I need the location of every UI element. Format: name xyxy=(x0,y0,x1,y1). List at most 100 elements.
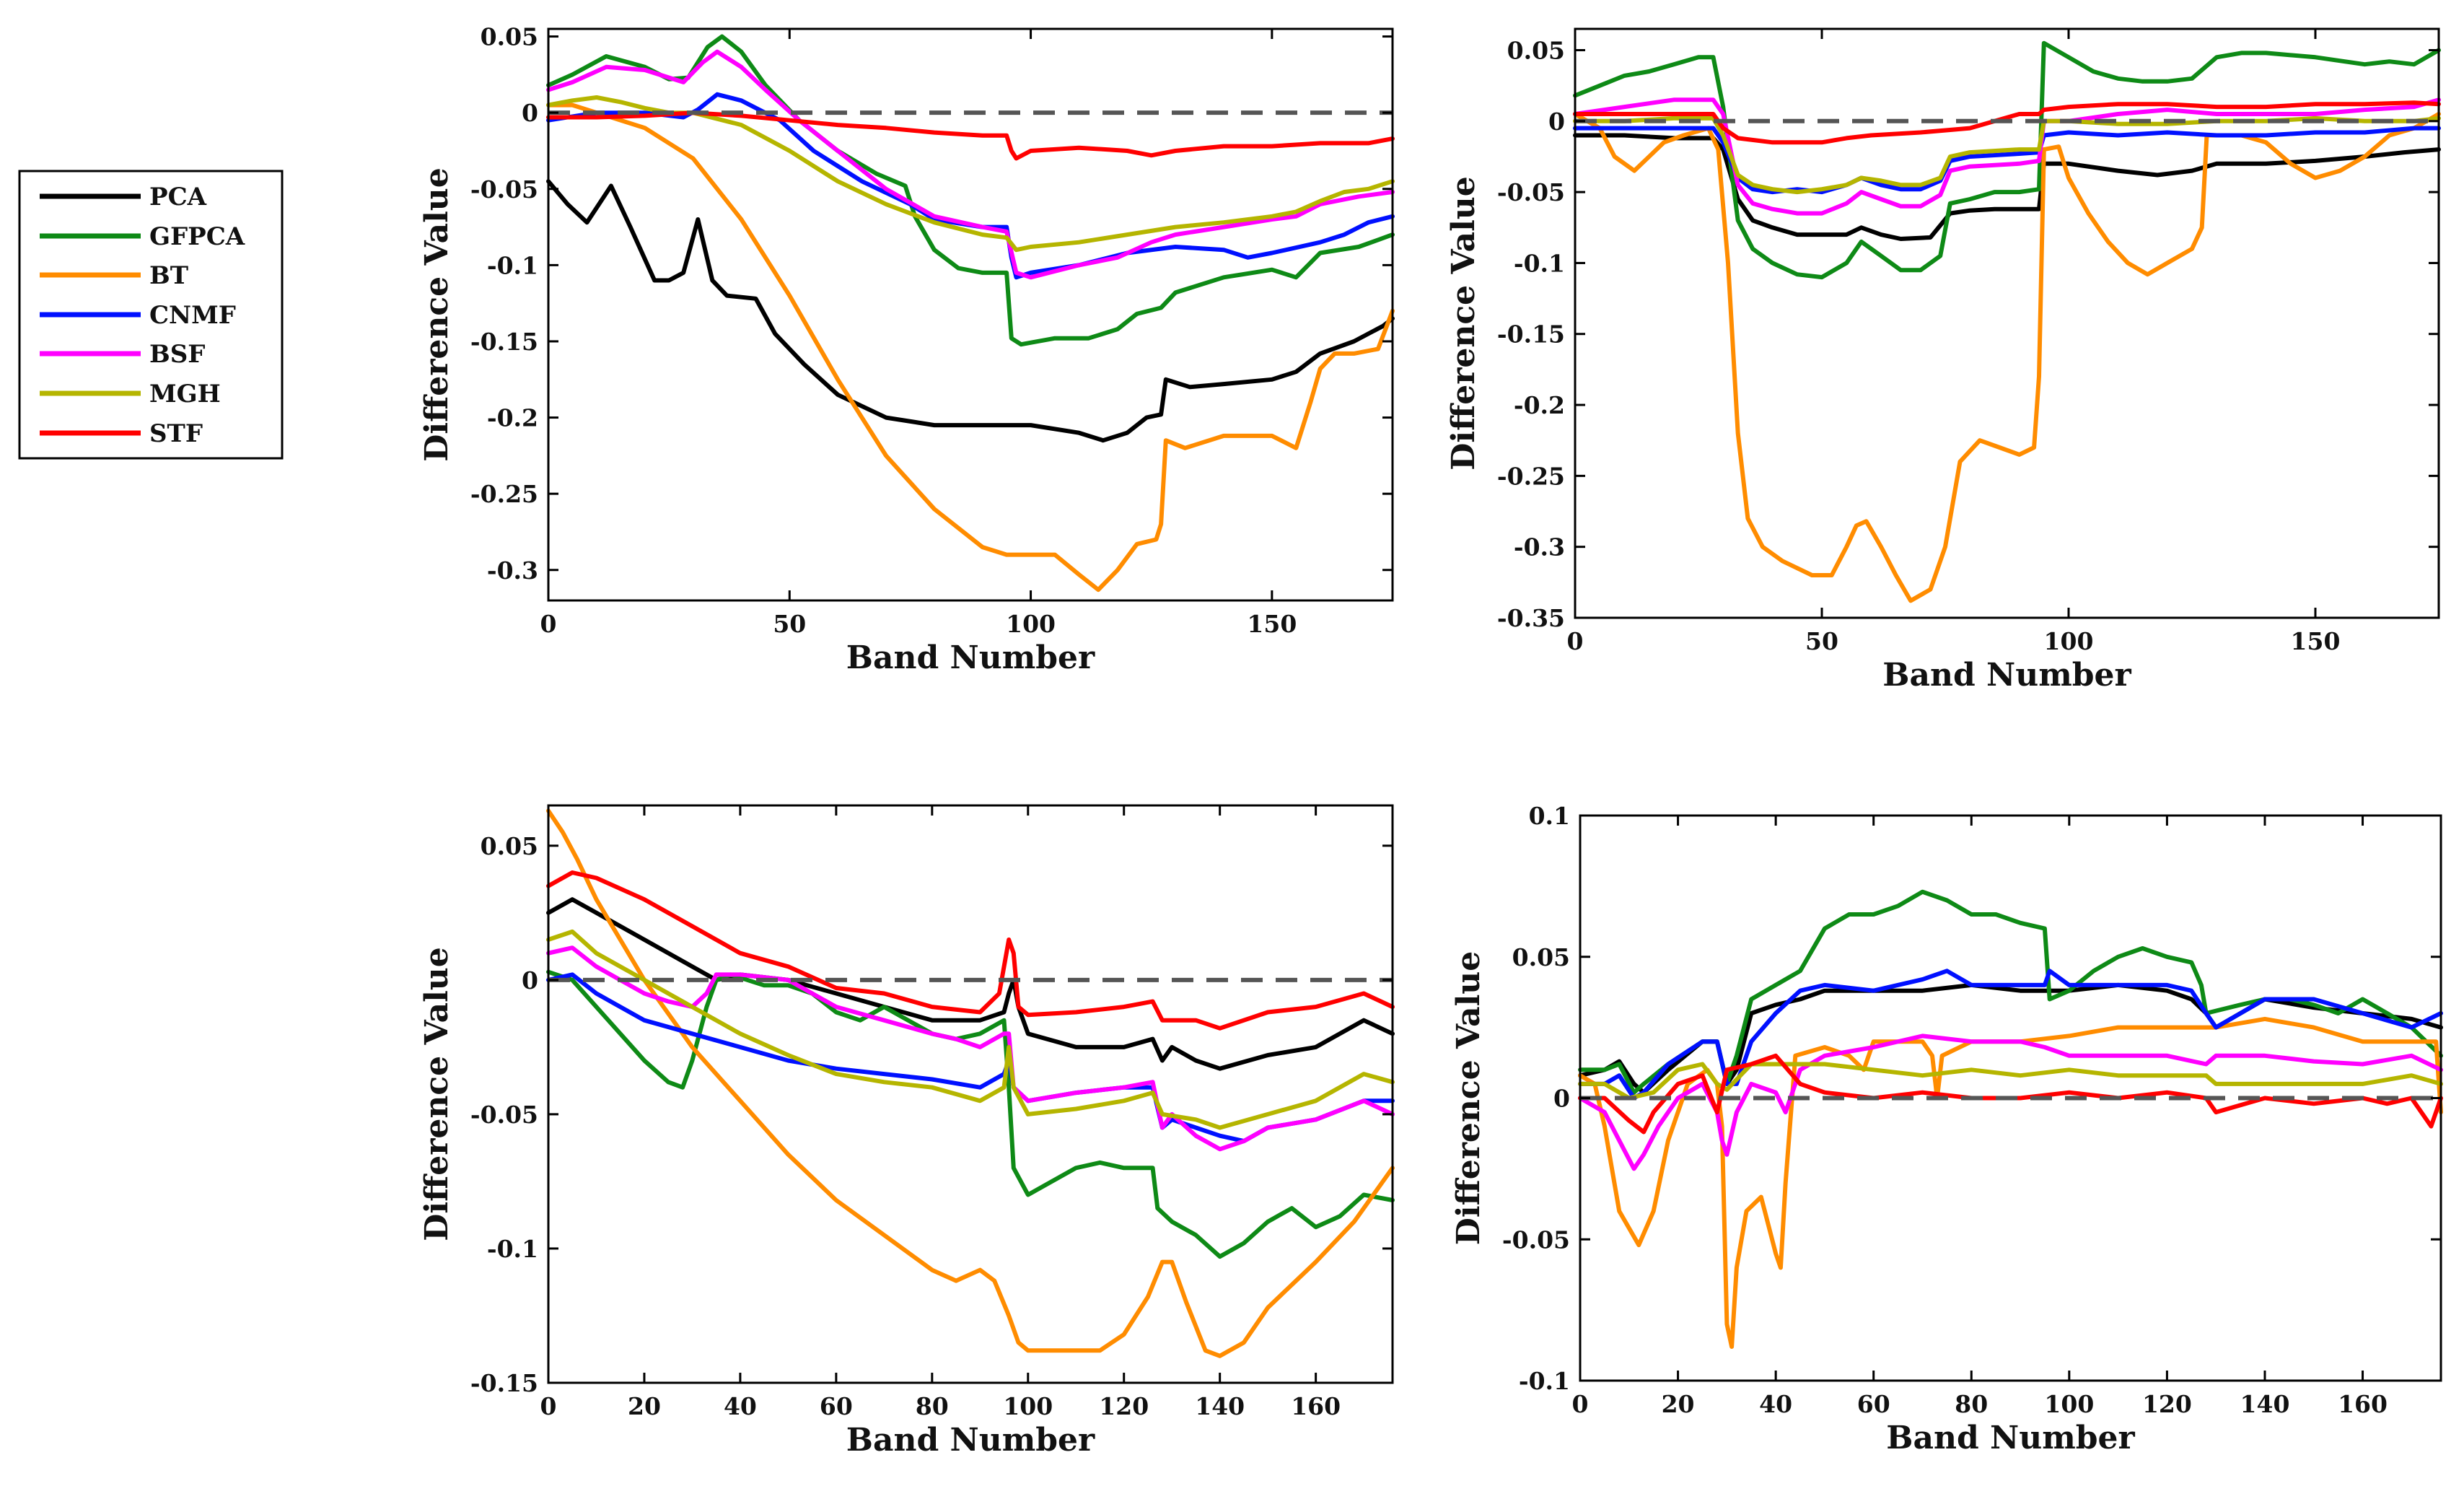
series-line-pca xyxy=(546,897,1395,1071)
legend-label-bsf: BSF xyxy=(149,340,205,369)
x-tick-label: 80 xyxy=(1955,1390,1988,1418)
legend-entry-bsf: BSF xyxy=(40,340,205,369)
series-line-stf xyxy=(546,870,1395,1031)
y-tick-label: -0.1 xyxy=(487,1235,538,1263)
y-tick-label: 0 xyxy=(1548,108,1565,136)
series-line-stf xyxy=(1578,1053,2443,1135)
y-tick-label: -0.05 xyxy=(470,1101,538,1129)
legend-entry-mgh: MGH xyxy=(40,380,221,408)
plot-area xyxy=(548,805,1393,1383)
series-line-bsf xyxy=(546,945,1395,1152)
y-tick-label: 0.05 xyxy=(1512,943,1570,971)
x-axis-label: Band Number xyxy=(846,639,1095,676)
y-tick-label: -0.2 xyxy=(487,404,538,432)
x-tick-label: 0 xyxy=(540,1392,557,1420)
y-tick-label: -0.35 xyxy=(1497,604,1565,632)
y-tick-label: 0.05 xyxy=(481,23,538,51)
series-line-bt xyxy=(546,808,1395,1358)
series-line-cnmf xyxy=(546,92,1395,280)
series-line-bsf xyxy=(546,49,1395,280)
y-tick-label: -0.15 xyxy=(470,1369,538,1397)
y-tick-label: -0.05 xyxy=(470,175,538,204)
y-tick-label: -0.05 xyxy=(1502,1225,1570,1254)
x-tick-label: 100 xyxy=(1006,610,1056,638)
y-tick-label: 0 xyxy=(1553,1085,1570,1113)
x-tick-label: 50 xyxy=(773,610,806,638)
x-tick-label: 150 xyxy=(2291,627,2341,655)
legend-label-cnmf: CNMF xyxy=(149,301,236,330)
x-tick-label: 80 xyxy=(916,1392,949,1420)
y-tick-label: -0.25 xyxy=(470,480,538,508)
legend-entry-gfpca: GFPCA xyxy=(40,222,245,251)
y-axis-label: Difference Value xyxy=(1450,951,1487,1246)
x-tick-label: 100 xyxy=(2044,1390,2094,1418)
legend: PCA GFPCA BT CNMF BSF MGH STF xyxy=(18,170,284,460)
legend-label-gfpca: GFPCA xyxy=(149,222,245,251)
series-line-mgh xyxy=(1578,1062,2443,1101)
series-line-mgh xyxy=(1573,115,2441,195)
series-line-gfpca xyxy=(546,969,1395,1259)
series-line-gfpca xyxy=(1573,40,2441,280)
x-tick-label: 160 xyxy=(1291,1392,1341,1420)
x-tick-label: 0 xyxy=(1572,1390,1589,1418)
plot-area xyxy=(548,29,1393,600)
y-tick-label: -0.1 xyxy=(487,251,538,279)
x-tick-label: 50 xyxy=(1805,627,1838,655)
legend-entry-cnmf: CNMF xyxy=(40,301,236,330)
y-tick-label: 0 xyxy=(522,99,538,127)
x-tick-label: 140 xyxy=(1195,1392,1245,1420)
axes-frame xyxy=(547,27,1394,602)
series-line-gfpca xyxy=(546,34,1395,347)
x-tick-label: 120 xyxy=(2142,1390,2192,1418)
y-tick-label: -0.3 xyxy=(1514,533,1565,561)
y-tick-label: -0.15 xyxy=(1497,320,1565,349)
y-tick-label: -0.2 xyxy=(1514,391,1565,419)
series-line-pca xyxy=(546,179,1395,443)
x-tick-label: 150 xyxy=(1247,610,1297,638)
x-tick-label: 0 xyxy=(1567,627,1584,655)
panel-top-left: 0 50 100 150 0.05 0 -0.05 -0.1 -0.15 -0.2 -0.25 -0.… xyxy=(418,23,1395,676)
x-tick-label: 40 xyxy=(724,1392,757,1420)
x-tick-label: 140 xyxy=(2240,1390,2290,1418)
legend-label-stf: STF xyxy=(149,419,203,448)
series-line-mgh xyxy=(546,95,1395,253)
y-tick-label: -0.25 xyxy=(1497,462,1565,490)
panel-top-right: 0 50 100 150 0.05 0 -0.05 -0.1 -0.15 -0.2 -0.25 -0.… xyxy=(1445,27,2441,694)
series-line-mgh xyxy=(546,929,1395,1130)
x-tick-label: 60 xyxy=(1857,1390,1890,1418)
legend-label-mgh: MGH xyxy=(149,380,221,408)
y-tick-label: 0.05 xyxy=(1507,36,1565,64)
x-tick-label: 40 xyxy=(1759,1390,1792,1418)
y-tick-label: -0.15 xyxy=(470,328,538,356)
legend-entry-bt: BT xyxy=(40,261,188,290)
x-tick-label: 100 xyxy=(2044,627,2094,655)
x-axis-label: Band Number xyxy=(1882,657,2131,694)
x-tick-label: 160 xyxy=(2338,1390,2388,1418)
y-axis-label: Difference Value xyxy=(1445,176,1482,471)
y-tick-label: -0.1 xyxy=(1514,249,1565,277)
series-line-bt xyxy=(546,102,1395,593)
x-tick-label: 0 xyxy=(540,610,557,638)
y-tick-label: -0.3 xyxy=(487,556,538,585)
axes-frame xyxy=(547,804,1394,1384)
panel-bottom-left: 0 20 40 60 80 100 120 140 160 0.05 0 -0.05 -0.1 -0.15… xyxy=(418,804,1395,1459)
x-axis-label: Band Number xyxy=(846,1422,1095,1459)
x-axis-label: Band Number xyxy=(1886,1420,2135,1456)
y-axis-label: Difference Value xyxy=(418,947,455,1241)
x-tick-label: 100 xyxy=(1003,1392,1053,1420)
y-tick-label: 0.05 xyxy=(481,832,538,860)
legend-entry-stf: STF xyxy=(40,419,203,448)
x-tick-label: 20 xyxy=(1662,1390,1695,1418)
y-tick-label: 0.1 xyxy=(1529,802,1570,830)
legend-label-pca: PCA xyxy=(149,183,207,211)
axes-frame xyxy=(1574,27,2440,619)
series-line-cnmf xyxy=(1578,969,2443,1101)
y-axis-label: Difference Value xyxy=(418,167,455,462)
legend-entry-pca: PCA xyxy=(40,183,207,211)
y-tick-label: 0 xyxy=(522,966,538,995)
x-tick-label: 60 xyxy=(820,1392,853,1420)
series-line-bt xyxy=(1578,1016,2443,1349)
x-tick-label: 20 xyxy=(628,1392,661,1420)
x-tick-label: 120 xyxy=(1099,1392,1149,1420)
